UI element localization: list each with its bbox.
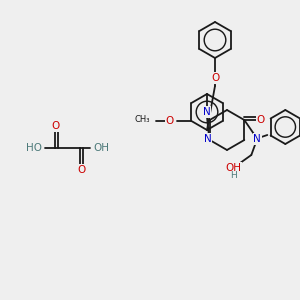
Text: OH: OH	[93, 143, 109, 153]
Text: O: O	[165, 116, 173, 126]
Text: H: H	[230, 172, 237, 181]
Text: N: N	[254, 134, 261, 144]
Text: O: O	[77, 165, 85, 175]
Text: N: N	[204, 134, 212, 144]
Text: O: O	[211, 73, 219, 83]
Text: O: O	[256, 115, 264, 125]
Text: N: N	[203, 107, 211, 117]
Text: HO: HO	[26, 143, 42, 153]
Text: O: O	[52, 121, 60, 131]
Text: CH₃: CH₃	[135, 116, 150, 124]
Text: OH: OH	[225, 163, 241, 173]
